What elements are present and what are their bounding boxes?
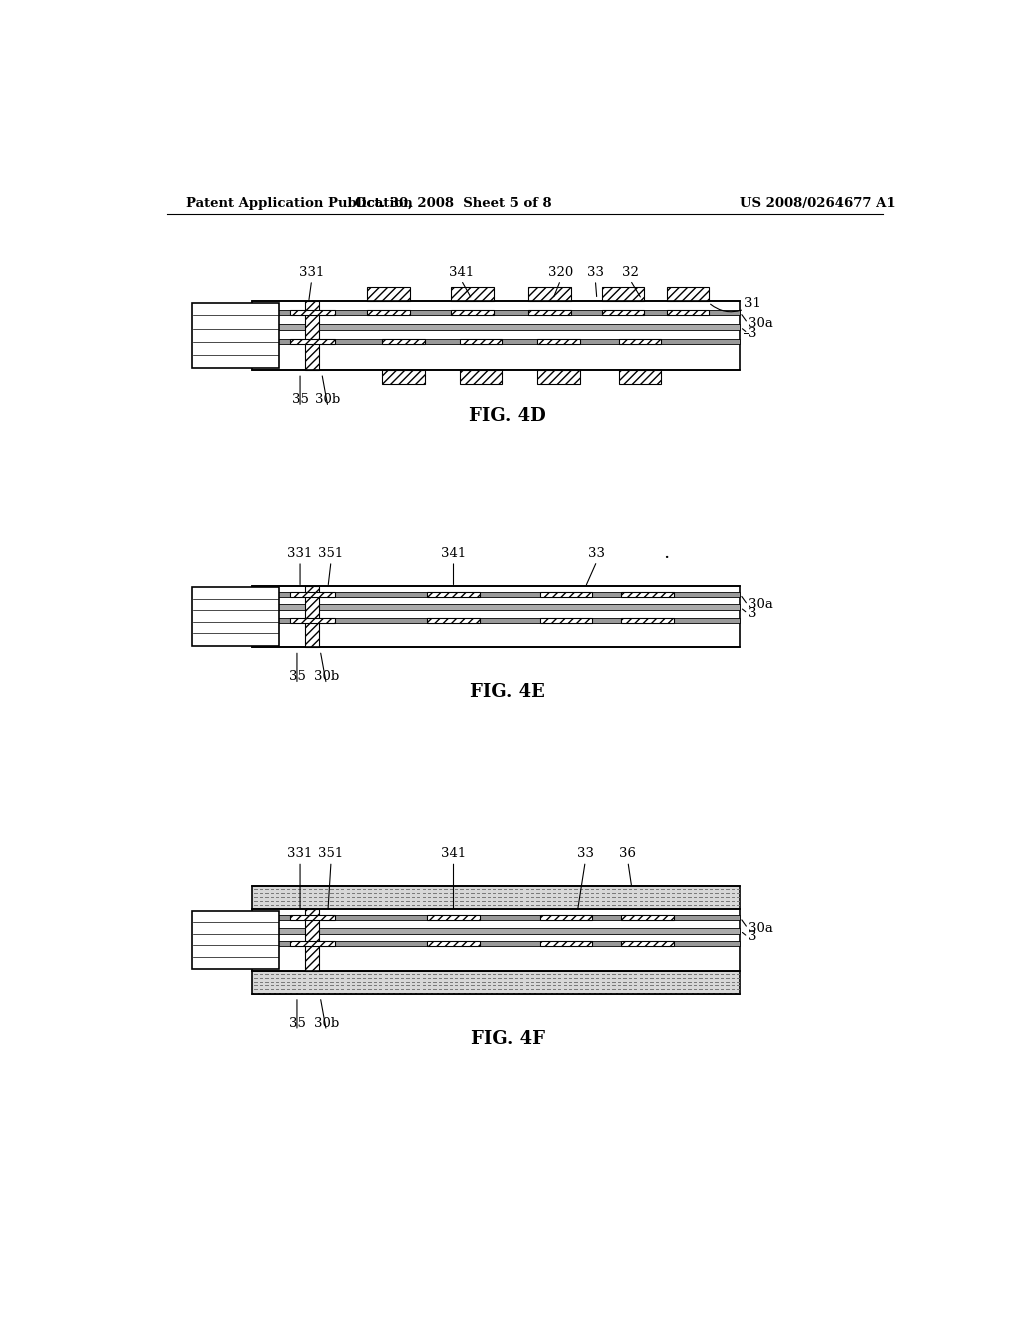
Bar [452,310,494,314]
Bar [191,911,280,969]
Bar [305,909,319,970]
Text: 351: 351 [318,847,344,861]
Bar [290,310,335,314]
Text: 35: 35 [289,1016,305,1030]
Bar [621,618,674,623]
Bar [290,915,335,920]
Text: 341: 341 [449,265,474,279]
Bar [460,370,503,384]
Bar [621,941,674,946]
Text: 30a: 30a [748,921,773,935]
Bar [601,310,644,314]
Text: 33: 33 [587,265,604,279]
Text: FIG. 4E: FIG. 4E [470,682,545,701]
Bar [667,286,710,301]
Bar [601,286,644,301]
Bar [252,941,740,946]
Text: 341: 341 [441,847,466,861]
Bar [528,286,570,301]
Bar [252,310,740,314]
Bar [252,886,740,909]
Text: 33: 33 [577,847,594,861]
Bar [305,586,319,647]
Text: 3: 3 [748,607,757,620]
Text: Oct. 30, 2008  Sheet 5 of 8: Oct. 30, 2008 Sheet 5 of 8 [355,197,552,210]
Bar [538,370,580,384]
Text: 341: 341 [441,546,466,560]
Bar [427,941,480,946]
Bar [382,370,425,384]
Bar [427,915,480,920]
Bar [252,915,740,920]
Bar [538,339,580,345]
Bar [667,310,710,314]
Text: 331: 331 [299,265,325,279]
Bar [427,591,480,597]
Bar [252,909,740,970]
Text: 32: 32 [622,265,639,279]
Text: FIG. 4D: FIG. 4D [469,408,546,425]
Bar [427,618,480,623]
Bar [621,915,674,920]
Bar [540,618,592,623]
Bar [368,286,410,301]
Bar [252,586,740,647]
Bar [252,605,740,610]
Text: 3: 3 [748,326,757,339]
Bar [540,591,592,597]
Bar [252,618,740,623]
Text: 3: 3 [748,931,757,944]
Bar [290,618,335,623]
Text: FIG. 4F: FIG. 4F [471,1030,545,1048]
Bar [191,304,280,368]
Bar [621,591,674,597]
Text: 331: 331 [288,847,312,861]
Bar [252,323,740,330]
Text: 31: 31 [744,297,761,310]
Bar [191,587,280,645]
Bar [305,301,319,370]
Text: 320: 320 [548,265,573,279]
Text: 30a: 30a [748,598,773,611]
Bar [252,339,740,345]
Bar [252,928,740,933]
Bar [528,310,570,314]
Bar [540,941,592,946]
Text: 351: 351 [318,546,344,560]
Bar [290,941,335,946]
Text: 30b: 30b [315,393,341,407]
Bar [290,339,335,345]
Bar [460,339,503,345]
Bar [382,339,425,345]
Bar [290,591,335,597]
Bar [618,339,662,345]
Bar [540,915,592,920]
Text: 36: 36 [620,847,636,861]
Text: 30a: 30a [748,317,773,330]
Text: US 2008/0264677 A1: US 2008/0264677 A1 [740,197,896,210]
Bar [452,286,494,301]
Bar [368,310,410,314]
Text: .: . [664,544,670,562]
Text: 30b: 30b [313,1016,339,1030]
Text: 331: 331 [288,546,312,560]
Text: Patent Application Publication: Patent Application Publication [186,197,413,210]
Text: 35: 35 [289,671,305,684]
Bar [252,591,740,597]
Bar [618,370,662,384]
Bar [252,970,740,994]
Text: 35: 35 [292,393,308,407]
Text: 30b: 30b [313,671,339,684]
Text: 33: 33 [589,546,605,560]
Bar [252,301,740,370]
